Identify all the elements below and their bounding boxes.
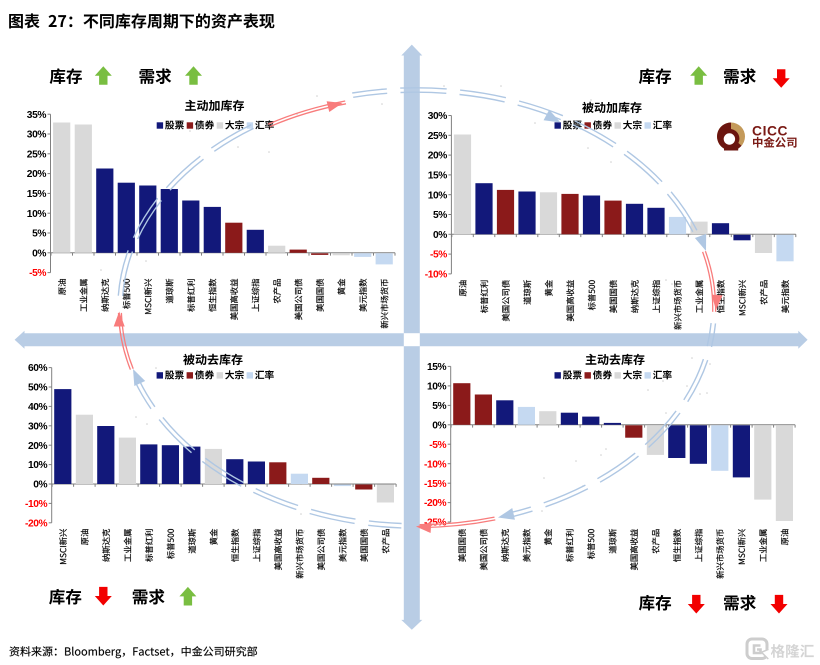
- svg-text:30%: 30%: [28, 421, 48, 432]
- svg-text:5%: 5%: [433, 210, 447, 221]
- svg-text:40%: 40%: [28, 402, 48, 413]
- svg-text:60%: 60%: [28, 363, 48, 374]
- svg-text:20%: 20%: [27, 169, 47, 180]
- svg-text:0%: 0%: [32, 248, 46, 259]
- svg-text:25%: 25%: [428, 131, 448, 142]
- svg-text:0%: 0%: [433, 230, 447, 241]
- svg-text:-10%: -10%: [25, 499, 48, 510]
- svg-text:10%: 10%: [428, 190, 448, 201]
- svg-text:30%: 30%: [428, 111, 448, 122]
- svg-text:0%: 0%: [432, 420, 446, 431]
- svg-text:-5%: -5%: [29, 268, 46, 279]
- svg-text:15%: 15%: [27, 189, 47, 200]
- svg-text:CICC: CICC: [752, 124, 788, 139]
- svg-text:20%: 20%: [28, 441, 48, 452]
- svg-text:10%: 10%: [27, 209, 47, 220]
- svg-text:5%: 5%: [32, 229, 46, 240]
- svg-text:15%: 15%: [428, 171, 448, 182]
- svg-text:-15%: -15%: [424, 479, 447, 490]
- svg-text:-25%: -25%: [424, 518, 447, 529]
- svg-text:-20%: -20%: [424, 498, 447, 509]
- svg-text:10%: 10%: [427, 382, 447, 393]
- svg-text:10%: 10%: [28, 460, 48, 471]
- svg-text:15%: 15%: [427, 362, 447, 373]
- svg-text:5%: 5%: [432, 401, 446, 412]
- svg-text:50%: 50%: [28, 383, 48, 394]
- svg-text:-10%: -10%: [424, 459, 447, 470]
- svg-text:20%: 20%: [428, 151, 448, 162]
- svg-text:0%: 0%: [33, 480, 47, 491]
- svg-text:35%: 35%: [27, 110, 47, 121]
- svg-text:25%: 25%: [27, 149, 47, 160]
- svg-text:-5%: -5%: [430, 250, 447, 261]
- svg-text:-5%: -5%: [429, 440, 446, 451]
- svg-text:-20%: -20%: [25, 518, 48, 529]
- svg-text:30%: 30%: [27, 130, 47, 141]
- svg-text:-10%: -10%: [425, 270, 448, 281]
